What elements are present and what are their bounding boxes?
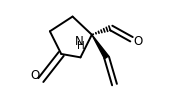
Text: N: N [75, 35, 84, 48]
Polygon shape [92, 35, 109, 59]
Text: O: O [133, 35, 142, 48]
Text: H: H [77, 41, 84, 51]
Text: O: O [30, 69, 39, 82]
